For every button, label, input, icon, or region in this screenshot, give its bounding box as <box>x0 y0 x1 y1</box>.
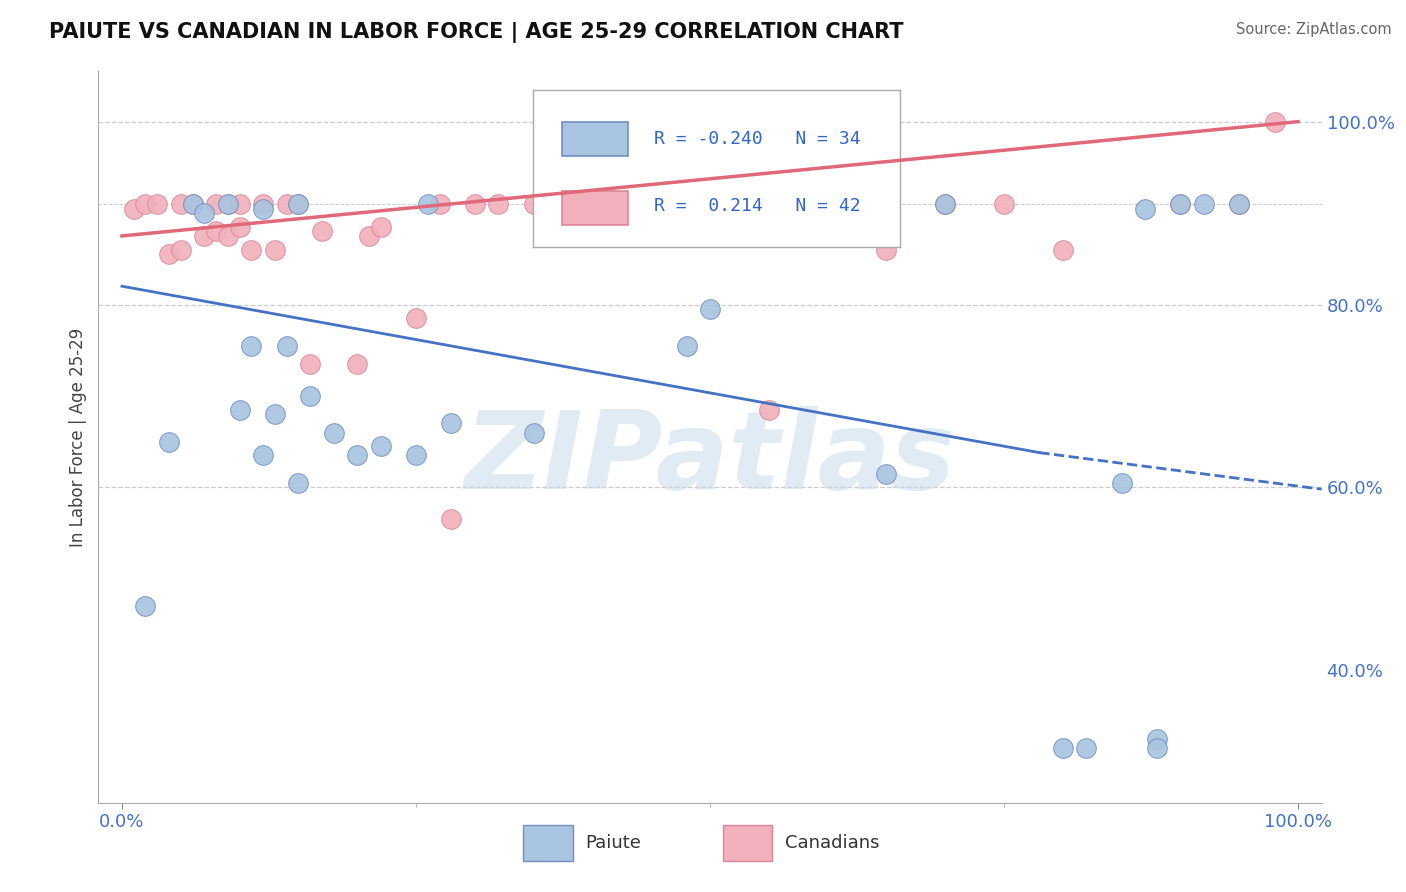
Point <box>486 197 509 211</box>
Point <box>1135 202 1157 216</box>
Point <box>346 448 368 462</box>
Point <box>581 197 603 211</box>
Point <box>193 206 215 220</box>
Point <box>357 228 380 243</box>
Point <box>558 197 581 211</box>
Point <box>228 402 250 417</box>
Point <box>523 425 546 440</box>
Point <box>440 417 463 431</box>
Point <box>758 402 780 417</box>
Point <box>934 197 956 211</box>
Point <box>405 311 427 326</box>
Point <box>252 202 274 216</box>
Point <box>464 197 486 211</box>
Point <box>228 219 250 234</box>
Point <box>240 339 263 353</box>
Point <box>1192 197 1215 211</box>
Point <box>416 197 439 211</box>
Point <box>1227 197 1250 211</box>
Point <box>228 197 250 211</box>
Point <box>252 448 274 462</box>
Point <box>993 197 1015 211</box>
Point <box>311 224 333 238</box>
Point <box>1227 197 1250 211</box>
Point <box>170 197 193 211</box>
Point <box>299 389 322 403</box>
Point <box>817 197 839 211</box>
Point <box>1146 731 1168 746</box>
Point <box>405 448 427 462</box>
Point <box>287 197 309 211</box>
Point <box>934 197 956 211</box>
Point <box>181 197 204 211</box>
Point <box>217 197 239 211</box>
Point <box>1146 740 1168 755</box>
Point <box>1052 243 1074 257</box>
Point <box>252 197 274 211</box>
Point <box>370 219 392 234</box>
Point <box>122 202 145 216</box>
Point <box>146 197 169 211</box>
Text: ZIPatlas: ZIPatlas <box>464 406 956 512</box>
Point <box>217 228 239 243</box>
Point <box>699 219 721 234</box>
Point <box>276 339 298 353</box>
Point <box>157 434 180 449</box>
Point <box>875 467 897 481</box>
Point <box>1052 740 1074 755</box>
Point <box>193 228 215 243</box>
Point <box>1264 114 1286 128</box>
Point <box>440 512 463 526</box>
Point <box>157 247 180 261</box>
Point <box>181 197 204 211</box>
Point <box>875 243 897 257</box>
Point <box>699 301 721 317</box>
Point <box>1111 475 1133 490</box>
Text: Source: ZipAtlas.com: Source: ZipAtlas.com <box>1236 22 1392 37</box>
Text: PAIUTE VS CANADIAN IN LABOR FORCE | AGE 25-29 CORRELATION CHART: PAIUTE VS CANADIAN IN LABOR FORCE | AGE … <box>49 22 904 44</box>
Point <box>1170 197 1192 211</box>
Point <box>346 357 368 371</box>
Point <box>263 243 285 257</box>
Point <box>134 599 156 614</box>
Point <box>322 425 344 440</box>
Point <box>170 243 193 257</box>
Point <box>287 475 309 490</box>
Point <box>205 224 228 238</box>
Point <box>263 407 285 421</box>
Point <box>370 439 392 453</box>
Point <box>523 197 546 211</box>
Point <box>240 243 263 257</box>
Point <box>675 339 697 353</box>
Point <box>1170 197 1192 211</box>
Point <box>1076 740 1098 755</box>
Point <box>299 357 322 371</box>
Point <box>276 197 298 211</box>
Point <box>287 197 309 211</box>
Y-axis label: In Labor Force | Age 25-29: In Labor Force | Age 25-29 <box>69 327 87 547</box>
Point <box>429 197 451 211</box>
Point <box>217 197 239 211</box>
Point <box>205 197 228 211</box>
Point <box>134 197 156 211</box>
